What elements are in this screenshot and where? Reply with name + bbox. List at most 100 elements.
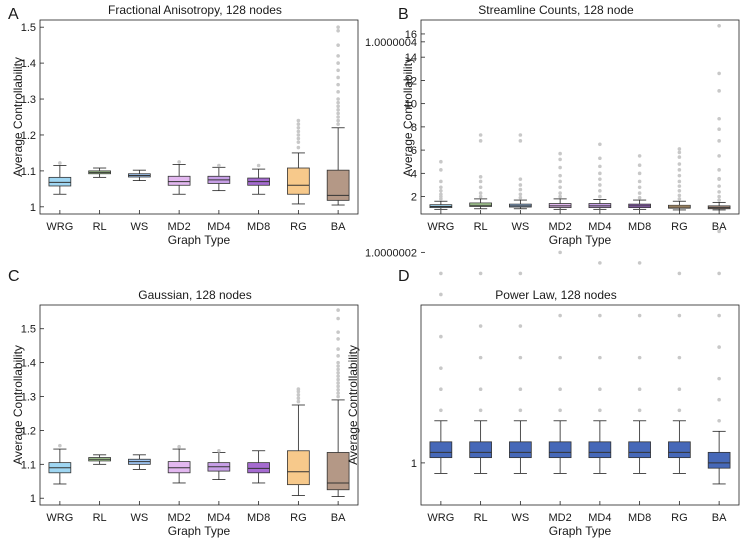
panel-d-outlier-rg <box>677 271 682 276</box>
panel-c-ytick-label: 1 <box>30 493 36 505</box>
panel-d-outlier-md2 <box>558 355 562 360</box>
panel-c-xtick-label-ws: WS <box>131 512 149 524</box>
panel-c-xtick-label-md8: MD8 <box>247 512 270 524</box>
panel-a-outlier-md8 <box>256 163 261 168</box>
panel-d-xtick-label-wrg: WRG <box>427 512 454 524</box>
panel-c-outlier-ba <box>336 367 340 372</box>
panel-b-outlier-md8 <box>637 195 642 200</box>
panel-c-xlabel: Graph Type <box>168 524 231 538</box>
panel-b-outlier-rl <box>478 179 483 184</box>
panel-d-xtick-label-ws: WS <box>512 512 530 524</box>
panel-a-outlier-md4 <box>217 163 221 168</box>
panel-d-outlier-wrg <box>439 292 443 297</box>
panel-b-label: B <box>398 6 409 23</box>
panel-b-outlier-rl <box>478 185 483 190</box>
panel-c-outlier-md4 <box>217 448 221 453</box>
panel-b-outlier-md8 <box>637 171 642 176</box>
panel-a-ytick-label: 1.4 <box>21 58 36 70</box>
panel-d-outlier-ba <box>717 71 721 76</box>
panel-d-outlier-ba <box>717 176 721 181</box>
panel-a-box-md2 <box>167 175 191 186</box>
panel-d-xtick-label-md2: MD2 <box>549 512 572 524</box>
panel-a-outlier-ba <box>336 43 340 47</box>
panel-b-outlier-md8 <box>637 185 642 190</box>
panel-b-xtick-label-rg: RG <box>671 221 688 233</box>
panel-b-xtick-label-rl: RL <box>474 221 488 233</box>
panel-c-outlier-ba <box>336 364 340 368</box>
panel-d-box-rl <box>469 441 492 459</box>
panel-c-outlier-ba <box>336 316 340 321</box>
panel-d-outlier-rl <box>478 355 483 360</box>
panel-a-outlier-rg <box>296 136 301 141</box>
panel-b-outlier-md4 <box>598 171 602 176</box>
panel-b-ylabel: Average Controllability <box>401 57 415 177</box>
panel-c-label: C <box>8 268 20 285</box>
panel-c-box-md8 <box>247 462 270 474</box>
panel-a-label: A <box>8 6 19 23</box>
panel-c-outlier-rg <box>296 399 301 404</box>
panel-b-outlier-wrg <box>439 185 443 190</box>
panel-b-outlier-rg <box>677 184 682 188</box>
panel-b-outlier-md8 <box>637 163 642 168</box>
panel-a-ytick-label: 1 <box>30 202 36 214</box>
panel-a-ytick-label: 1.3 <box>21 94 36 106</box>
panel-b-outlier-ba <box>717 24 721 28</box>
panel-c-ytick-label: 1.5 <box>21 324 36 336</box>
panel-a-ytick-label: 1.1 <box>21 166 36 178</box>
panel-b-outlier-rl <box>478 191 483 195</box>
panel-b-ytick-label: 10 <box>405 99 417 111</box>
panel-d-xtick-label-ba: BA <box>712 512 727 524</box>
panel-d-outlier-md8 <box>637 313 642 318</box>
panel-b-outlier-ws <box>518 183 523 187</box>
panel-d-outlier-ws <box>518 271 523 276</box>
panel-a-outlier-rg <box>296 129 301 134</box>
panel-a-xtick-label-wrg: WRG <box>46 221 73 233</box>
panel-d: D Power Law, 128 nodes 1 1.0000002 1.0000004… <box>346 37 740 538</box>
panel-b-outlier-md8 <box>637 179 642 184</box>
panel-b-outlier-md4 <box>598 188 602 193</box>
panel-a-outlier-ba <box>336 25 340 29</box>
panel-d-outlier-md2 <box>558 313 562 318</box>
panel-c-xtick-label-rg: RG <box>290 512 307 524</box>
panel-c-xtick-label-md4: MD4 <box>207 512 230 524</box>
panel-b-xtick-label-md8: MD8 <box>628 221 651 233</box>
panel-a-outlier-wrg <box>58 161 62 165</box>
panel-a-outlier-rg <box>296 145 301 150</box>
panel-d-xlabel: Graph Type <box>549 524 612 538</box>
panel-b-outlier-ba <box>717 184 721 188</box>
panel-a-outlier-rg <box>296 118 301 123</box>
panel-c-outlier-ba <box>336 370 340 375</box>
panel-b-ytick-label: 4 <box>411 168 417 180</box>
panel-d-outlier-wrg <box>439 387 443 392</box>
panel-a-outlier-ba <box>336 118 340 123</box>
panel-a-outlier-ba <box>336 104 340 109</box>
panel-d-outlier-md8 <box>637 408 642 413</box>
panel-a-outlier-ba <box>336 28 340 33</box>
panel-b-outlier-ws <box>518 192 523 197</box>
panel-a-outlier-ba <box>336 90 340 94</box>
panel-a-outlier-rg <box>296 125 301 130</box>
panel-b-outlier-rl <box>478 194 483 199</box>
panel-b-outlier-ws <box>518 195 523 200</box>
panel-b-title: Streamline Counts, 128 node <box>478 3 634 17</box>
panel-d-outlier-md2 <box>558 408 562 413</box>
panel-b-outlier-ws <box>518 139 523 143</box>
panel-a-outlier-ba <box>336 82 340 87</box>
panel-d-outlier-md4 <box>598 355 602 360</box>
panel-a-xtick-label-md4: MD4 <box>207 221 230 233</box>
panel-c-outlier-ba <box>336 308 340 312</box>
panel-b-outlier-md8 <box>637 154 642 158</box>
panel-a-xtick-label-md8: MD8 <box>247 221 270 233</box>
panel-b-outlier-md2 <box>558 151 562 156</box>
panel-b-outlier-rg <box>677 173 682 178</box>
panel-c-outlier-rg <box>296 396 301 401</box>
panel-d-outlier-wrg <box>439 334 443 339</box>
panel-b-outlier-ba <box>717 154 721 158</box>
panel-d-ytick-label: 1 <box>411 458 417 470</box>
panel-d-outlier-ws <box>518 355 523 360</box>
panel-d-xtick-label-rg: RG <box>671 512 688 524</box>
panel-a-xtick-label-rg: RG <box>290 221 307 233</box>
panel-d-box-md8 <box>628 441 651 459</box>
panel-a-outlier-rg <box>296 140 301 144</box>
